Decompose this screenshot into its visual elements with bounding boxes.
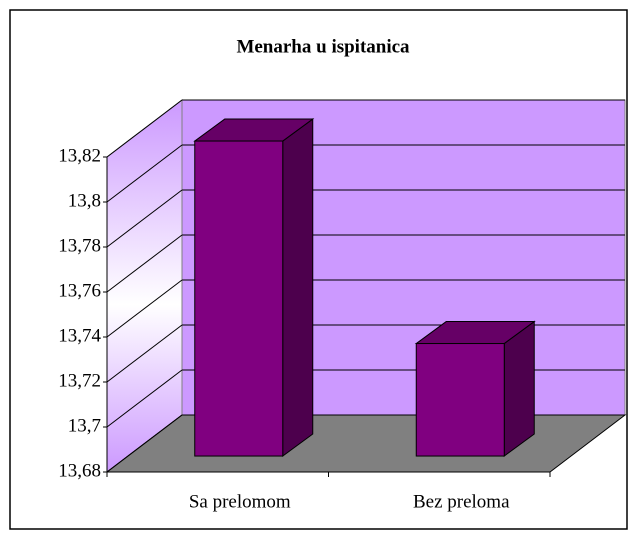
- y-tick-label: 13,68: [58, 460, 101, 481]
- bar-side: [282, 118, 314, 458]
- y-tick-label: 13,76: [58, 280, 101, 301]
- grid-line: [106, 324, 183, 383]
- grid-line: [106, 414, 183, 473]
- y-tick-label: 13,8: [68, 190, 101, 211]
- bar-side: [503, 320, 535, 458]
- y-tick-label: 13,82: [58, 145, 101, 166]
- bar: [415, 343, 505, 457]
- side-wall: [106, 98, 183, 474]
- bar: [194, 140, 284, 457]
- floor: [105, 414, 627, 473]
- x-tick-label: Bez preloma: [413, 491, 510, 512]
- y-tick-label: 13,78: [58, 235, 101, 256]
- grid-line: [106, 189, 183, 248]
- grid-line: [106, 369, 183, 428]
- grid-line: [106, 279, 183, 338]
- y-tick-label: 13,7: [68, 415, 101, 436]
- grid-line: [106, 234, 183, 293]
- chart-title: Menarha u ispitanica: [236, 36, 410, 57]
- grid-line: [106, 144, 183, 203]
- y-tick-label: 13,72: [58, 370, 101, 391]
- y-tick-label: 13,74: [58, 325, 101, 346]
- x-tick-label: Sa prelomom: [189, 491, 291, 512]
- grid-line: [106, 99, 183, 158]
